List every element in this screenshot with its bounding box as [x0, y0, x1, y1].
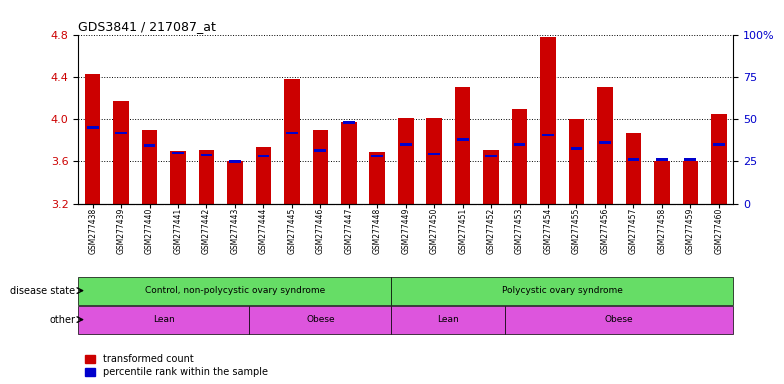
Text: GSM277458: GSM277458	[657, 207, 666, 253]
Legend: transformed count, percentile rank within the sample: transformed count, percentile rank withi…	[83, 353, 270, 379]
Bar	[284, 79, 299, 204]
Bar	[684, 158, 696, 161]
Text: Obese: Obese	[306, 315, 335, 324]
Text: GSM277439: GSM277439	[117, 207, 125, 254]
Bar	[369, 152, 385, 204]
Bar	[506, 306, 733, 333]
Bar	[249, 306, 391, 333]
Text: GSM277445: GSM277445	[288, 207, 296, 254]
Text: GSM277453: GSM277453	[515, 207, 524, 254]
Bar	[198, 150, 214, 204]
Bar	[113, 101, 129, 204]
Bar	[398, 118, 413, 204]
Bar	[597, 88, 613, 204]
Text: disease state: disease state	[10, 286, 75, 296]
Text: GSM277452: GSM277452	[487, 207, 495, 253]
Text: GSM277448: GSM277448	[372, 207, 382, 253]
Bar	[711, 114, 727, 204]
Text: GSM277456: GSM277456	[601, 207, 609, 254]
Bar	[428, 153, 440, 155]
Bar	[115, 131, 127, 134]
Text: GDS3841 / 217087_at: GDS3841 / 217087_at	[78, 20, 216, 33]
Text: Control, non-polycystic ovary syndrome: Control, non-polycystic ovary syndrome	[145, 286, 325, 295]
Text: GSM277451: GSM277451	[458, 207, 467, 253]
Text: GSM277444: GSM277444	[259, 207, 268, 254]
Bar	[626, 133, 641, 204]
Text: GSM277457: GSM277457	[629, 207, 638, 254]
Bar	[485, 155, 497, 157]
Bar	[286, 131, 298, 134]
Text: Polycystic ovary syndrome: Polycystic ovary syndrome	[502, 286, 622, 295]
Bar	[455, 88, 470, 204]
Bar	[568, 119, 584, 204]
Bar	[483, 150, 499, 204]
Bar	[571, 147, 583, 150]
Bar	[627, 158, 639, 161]
Bar	[256, 147, 271, 204]
Bar	[391, 306, 506, 333]
Bar	[512, 109, 528, 204]
Bar	[426, 118, 442, 204]
Bar	[229, 160, 241, 163]
Bar	[599, 141, 611, 144]
Bar	[391, 277, 733, 305]
Bar	[313, 130, 328, 204]
Bar	[201, 154, 212, 156]
Text: GSM277443: GSM277443	[230, 207, 239, 254]
Text: GSM277446: GSM277446	[316, 207, 325, 254]
Text: GSM277460: GSM277460	[714, 207, 724, 254]
Bar	[514, 143, 525, 146]
Text: Lean: Lean	[437, 315, 459, 324]
Text: GSM277459: GSM277459	[686, 207, 695, 254]
Bar	[372, 155, 383, 157]
Text: GSM277454: GSM277454	[543, 207, 553, 254]
Text: other: other	[49, 314, 75, 324]
Text: GSM277438: GSM277438	[88, 207, 97, 253]
Text: GSM277449: GSM277449	[401, 207, 410, 254]
Text: Lean: Lean	[153, 315, 175, 324]
Text: GSM277455: GSM277455	[572, 207, 581, 254]
Text: GSM277450: GSM277450	[430, 207, 439, 254]
Bar	[713, 143, 724, 146]
Bar	[543, 134, 554, 136]
Bar	[343, 121, 354, 124]
Bar	[457, 138, 469, 141]
Bar	[540, 37, 556, 204]
Bar	[341, 122, 357, 204]
Bar	[87, 126, 99, 129]
Bar	[85, 74, 100, 204]
Bar	[172, 152, 184, 154]
Bar	[170, 151, 186, 204]
Bar	[656, 158, 668, 161]
Bar	[78, 306, 249, 333]
Bar	[654, 161, 670, 204]
Bar	[143, 144, 155, 147]
Bar	[227, 161, 243, 204]
Bar	[683, 161, 699, 204]
Bar	[314, 149, 326, 152]
Text: GSM277447: GSM277447	[344, 207, 354, 254]
Text: GSM277440: GSM277440	[145, 207, 154, 254]
Text: GSM277441: GSM277441	[173, 207, 183, 253]
Bar	[78, 277, 391, 305]
Text: Obese: Obese	[605, 315, 633, 324]
Bar	[142, 130, 158, 204]
Text: GSM277442: GSM277442	[202, 207, 211, 253]
Bar	[400, 143, 412, 146]
Bar	[257, 155, 269, 157]
